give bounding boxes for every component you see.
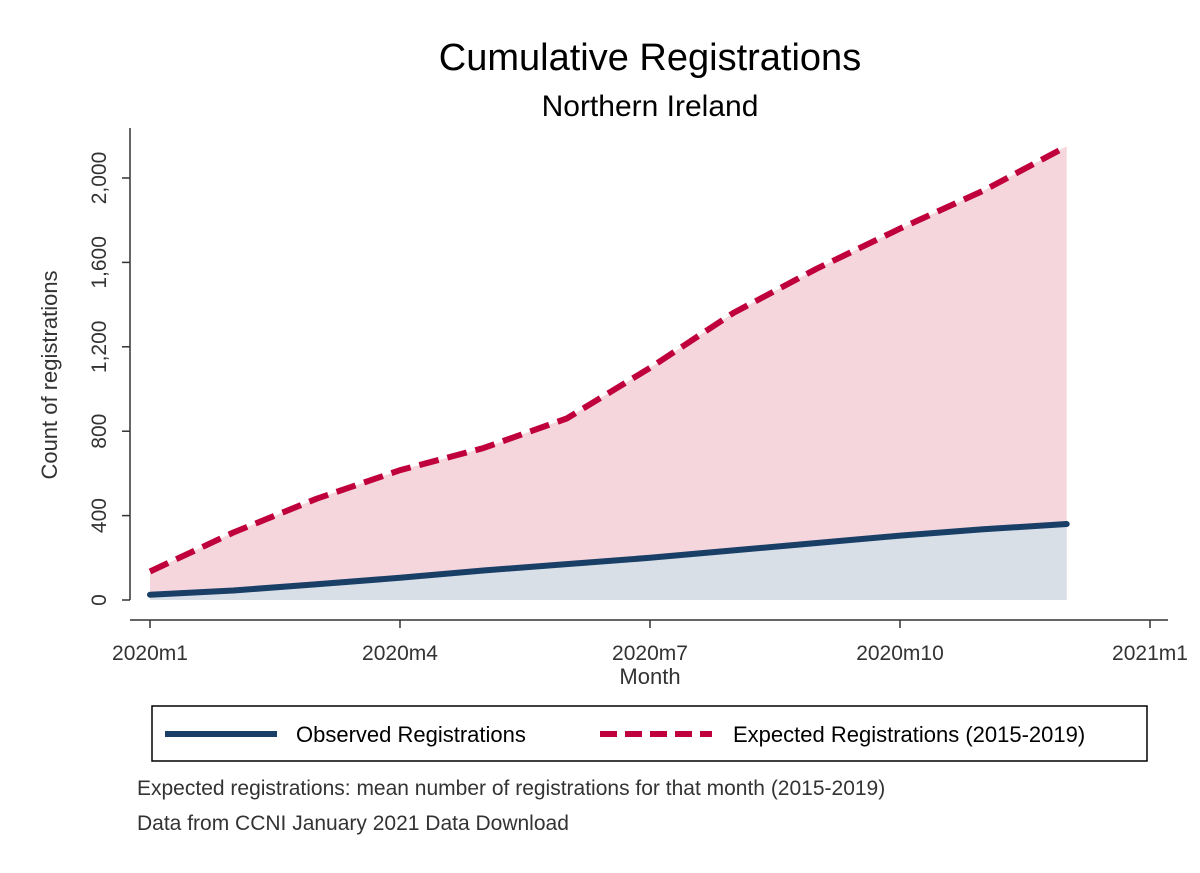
x-tick-label: 2020m4 bbox=[362, 642, 438, 665]
legend-box bbox=[151, 705, 1148, 762]
footnote-expected: Expected registrations: mean number of r… bbox=[137, 777, 886, 800]
y-tick-label: 0 bbox=[88, 594, 111, 606]
legend: Observed Registrations Expected Registra… bbox=[151, 705, 1148, 762]
legend-observed-label: Observed Registrations bbox=[296, 722, 526, 747]
x-tick-label: 2020m7 bbox=[612, 642, 688, 665]
x-axis: 2020m1 2020m4 2020m7 2020m10 2021m1 bbox=[112, 619, 1188, 665]
expected-line bbox=[148, 143, 1069, 575]
x-tick-label: 2021m1 bbox=[1112, 642, 1188, 665]
x-tick-label: 2020m10 bbox=[856, 642, 944, 665]
y-axis-label: Count of registrations bbox=[37, 270, 62, 479]
observed-line bbox=[147, 521, 1070, 598]
chart-subtitle: Northern Ireland bbox=[542, 90, 759, 123]
y-tick-label: 2,000 bbox=[88, 152, 111, 205]
footnote-source: Data from CCNI January 2021 Data Downloa… bbox=[137, 812, 569, 835]
y-tick-label: 1,600 bbox=[88, 236, 111, 289]
legend-expected-label: Expected Registrations (2015-2019) bbox=[733, 722, 1085, 747]
plot-area bbox=[147, 143, 1070, 600]
y-tick-label: 1,200 bbox=[88, 321, 111, 374]
y-tick-label: 800 bbox=[88, 414, 111, 449]
chart-title: Cumulative Registrations bbox=[439, 37, 861, 79]
y-tick-label: 400 bbox=[88, 498, 111, 533]
y-axis: 0 400 800 1,200 1,600 2,000 bbox=[88, 128, 131, 606]
x-tick-label: 2020m1 bbox=[112, 642, 188, 665]
x-axis-label: Month bbox=[619, 664, 680, 689]
